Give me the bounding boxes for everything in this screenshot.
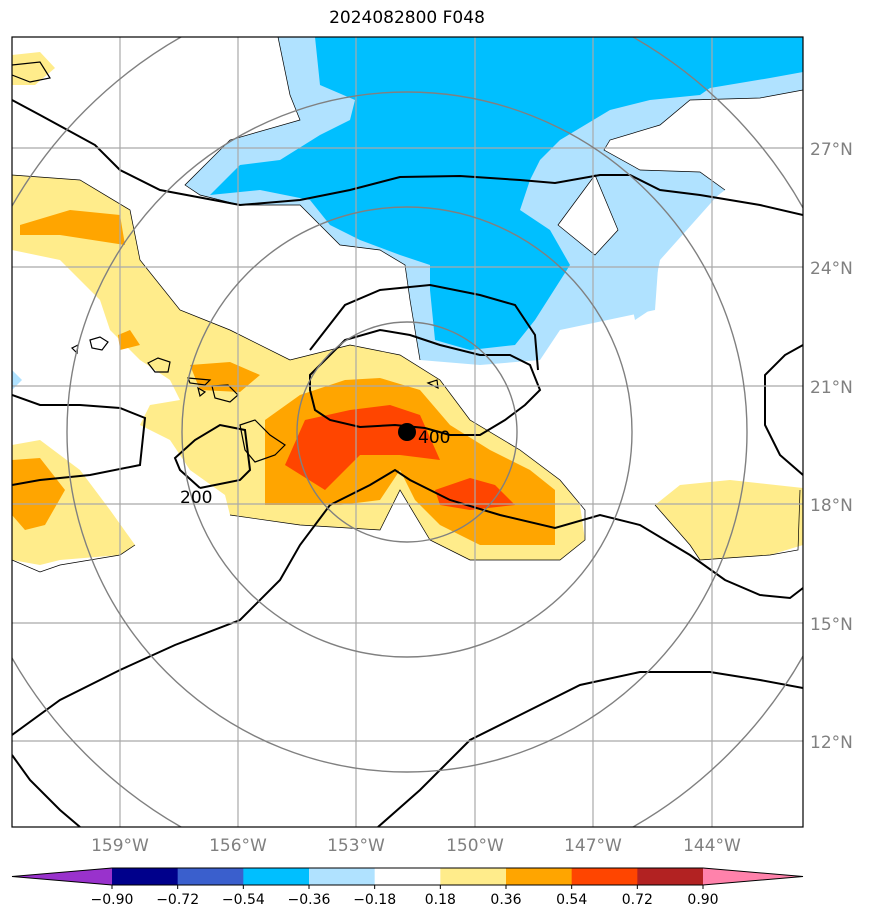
colorbar-segment — [571, 868, 638, 885]
colorbar-tick-label: −0.54 — [222, 892, 265, 908]
colorbar-segment — [440, 868, 507, 885]
shading-light-blue-west-edge — [12, 370, 22, 390]
lon-label-150w: 150°W — [446, 836, 504, 856]
lat-label-12n: 12°N — [810, 733, 853, 753]
lon-label-156w: 156°W — [209, 836, 267, 856]
colorbar-tick-label: −0.72 — [156, 892, 199, 908]
colorbar-segment — [112, 868, 179, 885]
colorbar-segment — [309, 868, 376, 885]
lat-label-24n: 24°N — [810, 259, 853, 279]
shading-orange-west — [20, 210, 125, 245]
map-frame — [11, 36, 804, 828]
colorbar-tick-label: 0.36 — [490, 892, 521, 908]
colorbar-segment — [374, 868, 441, 885]
map-plot-area: 200 400 — [12, 37, 803, 827]
colorbar: −0.90 −0.72 −0.54 −0.36 −0.18 0.18 0.36 0.54 0.7… — [11, 867, 804, 908]
shading-light-yellow-nw — [12, 52, 55, 85]
shading-orange-small — [118, 330, 140, 350]
colorbar-extend-low — [12, 868, 112, 885]
colorbar-segment — [243, 868, 310, 885]
colorbar-tick-label: 0.54 — [556, 892, 587, 908]
colorbar-tick-label: −0.18 — [353, 892, 396, 908]
longitude-labels: 159°W 156°W 153°W 150°W 147°W 144°W — [91, 836, 741, 856]
lat-label-27n: 27°N — [810, 140, 853, 160]
lat-label-21n: 21°N — [810, 378, 853, 398]
map-title: 2024082800 F048 — [329, 8, 485, 28]
colorbar-tick-label: −0.36 — [288, 892, 331, 908]
latitude-labels: 27°N 24°N 21°N 18°N 15°N 12°N — [810, 140, 853, 753]
shading-blue-north — [210, 37, 803, 350]
lat-label-15n: 15°N — [810, 615, 853, 635]
colorbar-segment — [506, 868, 573, 885]
shading-blue-east — [615, 178, 718, 320]
lon-label-144w: 144°W — [683, 836, 741, 856]
contour-label-200: 200 — [180, 488, 212, 508]
thick-contours — [12, 99, 803, 827]
shading-light-yellow-se — [655, 480, 803, 560]
lat-label-18n: 18°N — [810, 496, 853, 516]
lon-label-153w: 153°W — [327, 836, 385, 856]
colorbar-tick-label: 0.72 — [622, 892, 653, 908]
range-rings — [12, 37, 803, 827]
colorbar-tick-label: 0.18 — [425, 892, 456, 908]
colorbar-extend-high — [703, 868, 803, 885]
shading-orange-sw — [12, 458, 65, 530]
lat-lon-grid — [12, 37, 803, 827]
lon-label-159w: 159°W — [91, 836, 149, 856]
contour-label-400: 400 — [418, 428, 450, 448]
shading-orange-hawaii — [190, 362, 260, 392]
lon-label-147w: 147°W — [564, 836, 622, 856]
storm-center-dot — [398, 423, 416, 441]
colorbar-tick-label: 0.90 — [687, 892, 718, 908]
thin-shading-outlines — [12, 37, 803, 573]
hawaii-coastline — [12, 61, 439, 463]
colorbar-segment — [177, 868, 244, 885]
colorbar-tick-label: −0.90 — [91, 892, 134, 908]
colorbar-segment — [637, 868, 704, 885]
